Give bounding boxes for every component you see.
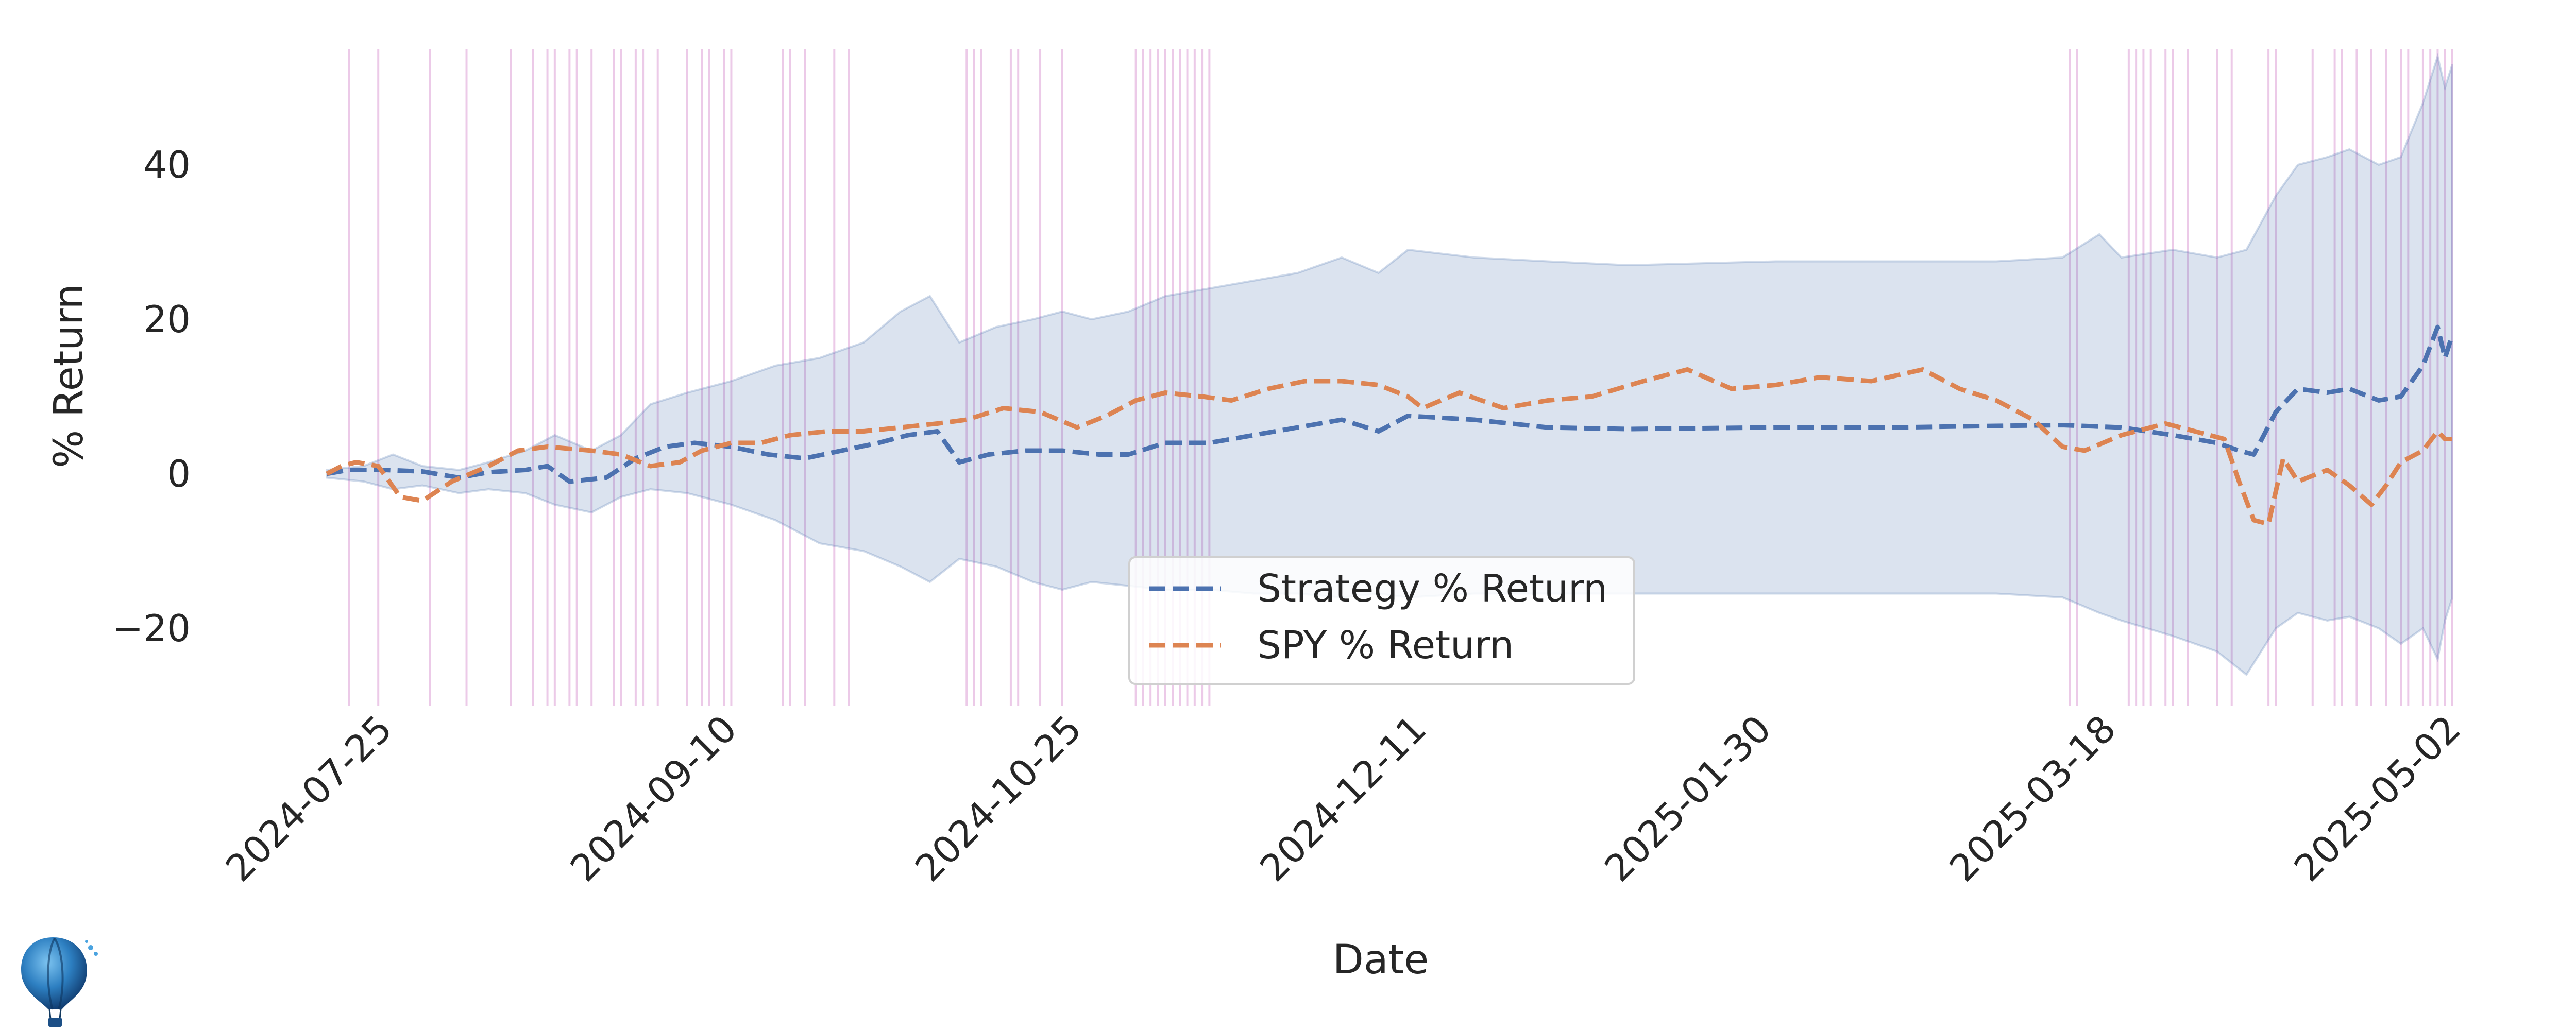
x-tick-label: 2025-05-02: [2286, 707, 2469, 890]
y-axis-label: % Return: [46, 284, 92, 468]
x-axis-label: Date: [1333, 937, 1429, 983]
hot-air-balloon-logo: [21, 937, 98, 1027]
x-tick-label: 2024-12-11: [1251, 707, 1434, 890]
y-tick-label: 20: [143, 298, 191, 341]
series-line-spy: [326, 367, 2452, 526]
legend-label-strategy: Strategy % Return: [1257, 566, 1607, 611]
y-tick-label: 40: [143, 143, 191, 186]
confidence-band: [326, 53, 2453, 676]
x-tick-label: 2025-01-30: [1596, 707, 1779, 890]
x-tick-label: 2024-09-10: [562, 707, 745, 890]
confidence-band-layer: [326, 53, 2453, 676]
y-tick-label: −20: [112, 607, 191, 650]
legend-label-spy: SPY % Return: [1257, 623, 1514, 667]
x-tick-label: 2024-10-25: [907, 707, 1090, 890]
series-line-strategy: [326, 324, 2455, 484]
legend: Strategy % Return SPY % Return: [1128, 556, 1635, 685]
y-tick-label: 0: [167, 452, 191, 495]
y-axis-ticks: −20 0 20 40: [112, 143, 191, 650]
x-tick-label: 2025-03-18: [1941, 707, 2124, 890]
series-layer: [326, 324, 2455, 526]
legend-frame: [1128, 556, 1635, 685]
x-axis-ticks: 2024-07-25 2024-09-10 2024-10-25 2024-12-11…: [217, 707, 2469, 890]
x-tick-label: 2024-07-25: [217, 707, 400, 890]
